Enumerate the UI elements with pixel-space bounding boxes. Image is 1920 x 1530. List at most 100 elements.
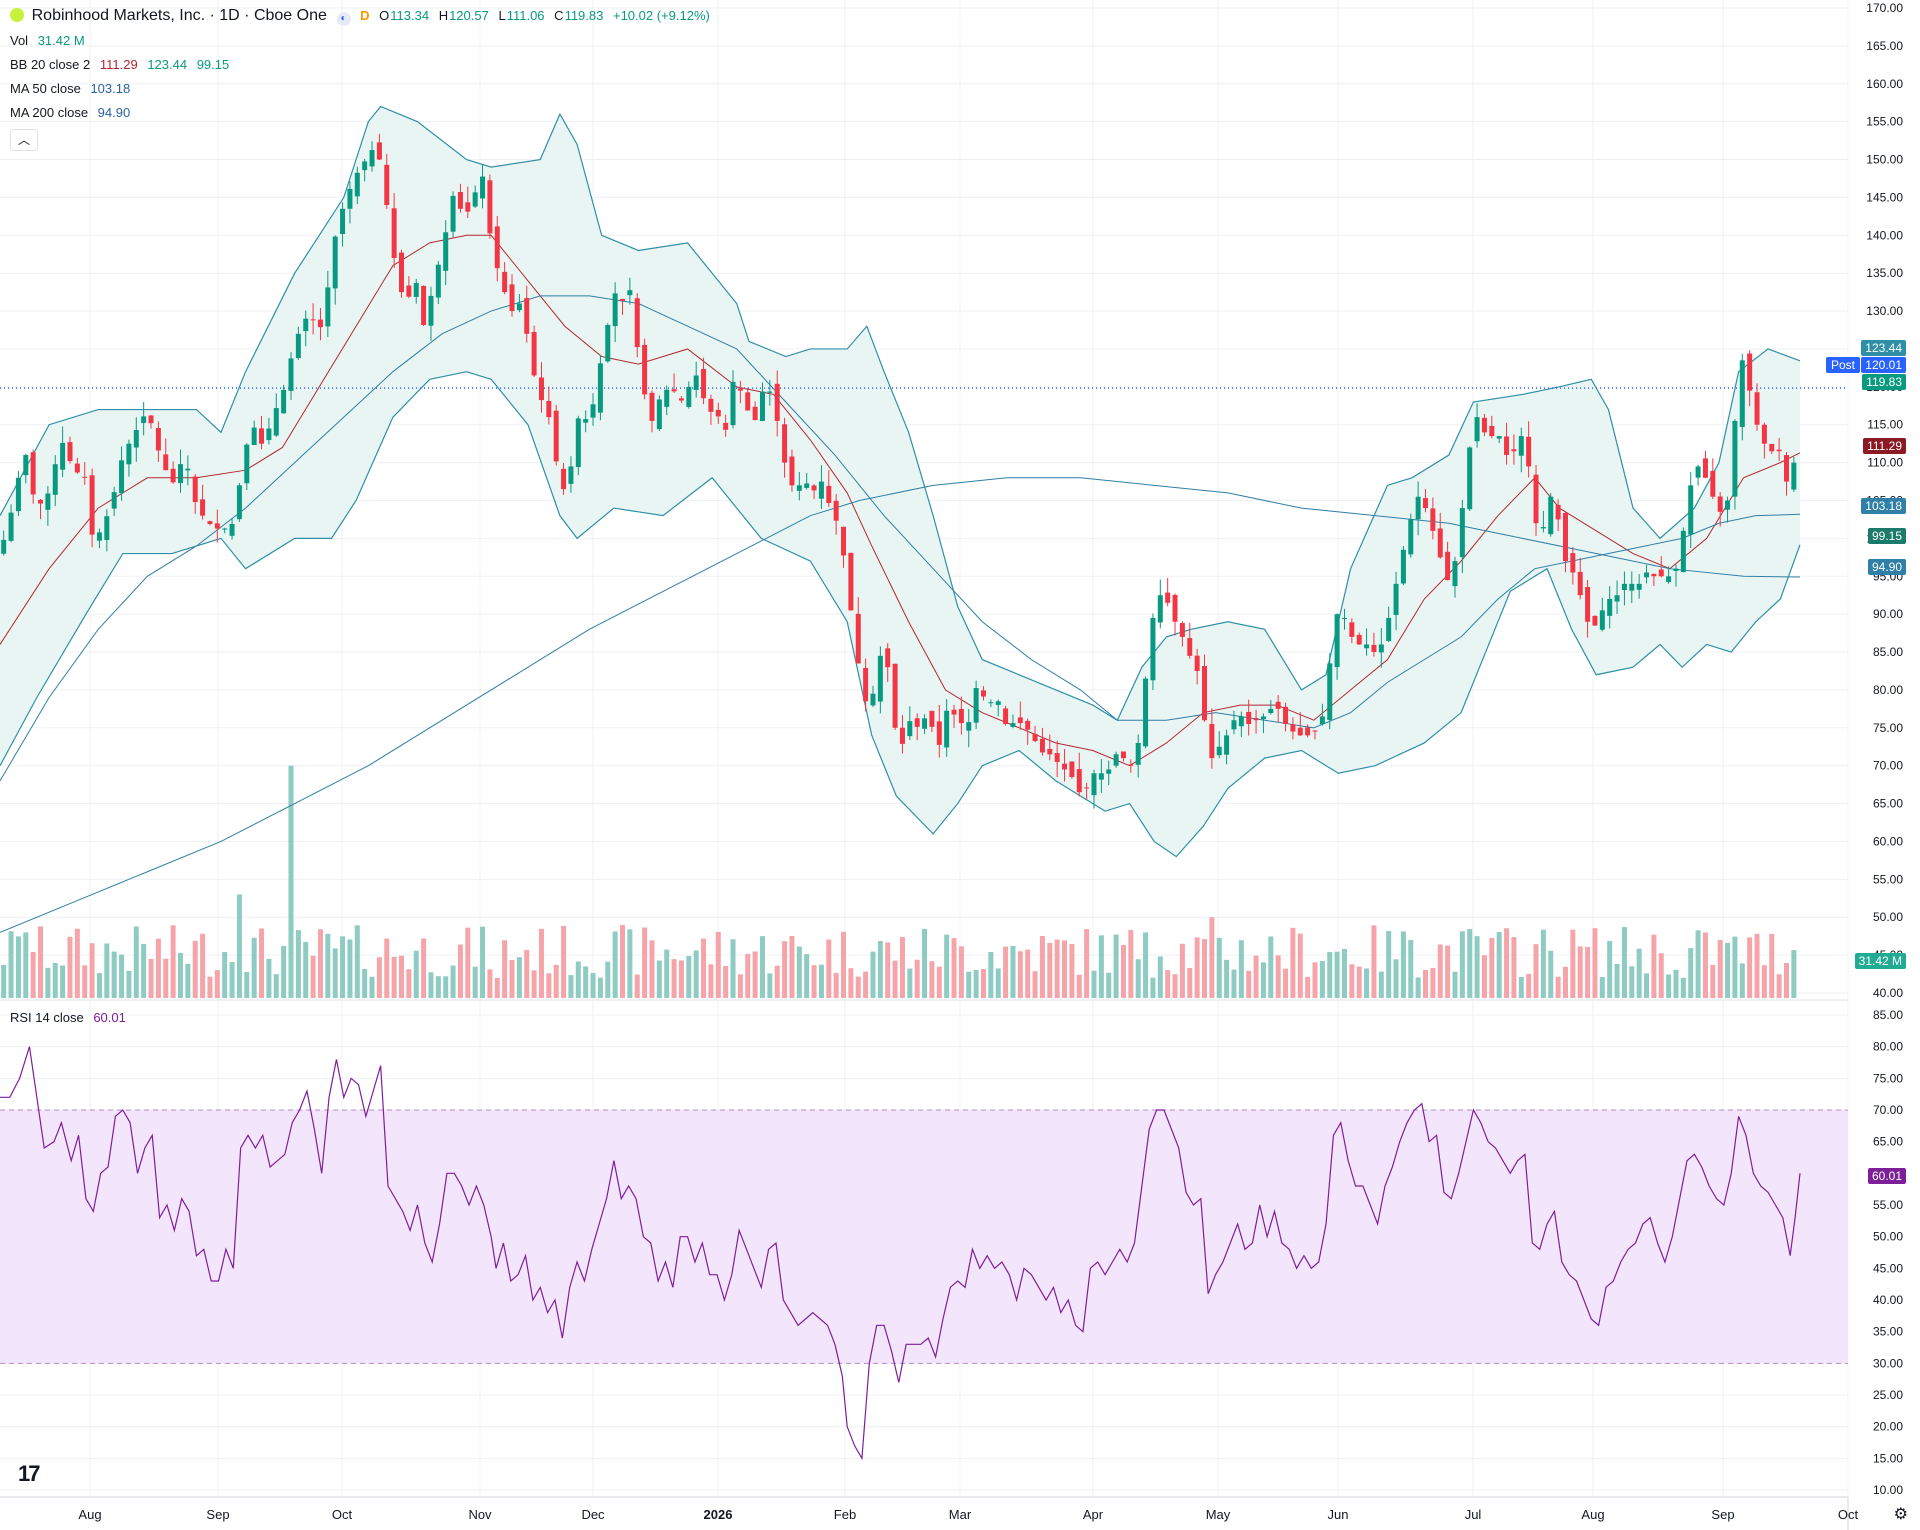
volume-bar	[133, 926, 139, 998]
candle-body	[1725, 500, 1731, 510]
volume-bar	[1695, 930, 1701, 998]
tradingview-logo[interactable]: 17	[18, 1461, 41, 1486]
candle-body	[1607, 599, 1613, 616]
symbol-title[interactable]: Robinhood Markets, Inc. · 1D · Cboe One	[31, 7, 327, 24]
price-tick-label: 145.00	[1866, 190, 1903, 204]
candle-body	[155, 427, 161, 451]
ma50-line	[0, 295, 1801, 782]
volume-bar	[8, 931, 14, 998]
candle-body	[1400, 549, 1406, 584]
gear-icon[interactable]: ⚙	[1893, 1506, 1908, 1523]
ma50-value: 103.18	[90, 81, 131, 96]
volume-bar	[656, 960, 662, 998]
volume-bar	[833, 972, 839, 998]
price-tick-label: 85.00	[1873, 645, 1903, 659]
volume-bar	[664, 949, 670, 998]
time-tick-label: Mar	[949, 1507, 972, 1522]
candle-body	[642, 344, 648, 395]
volume-bar	[1437, 944, 1443, 998]
candle-body	[538, 377, 544, 401]
candle-body	[200, 499, 206, 516]
volume-bar	[472, 966, 478, 998]
collapse-legend-button[interactable]: ︿	[10, 129, 38, 151]
volume-bar	[155, 938, 161, 998]
candle-body	[1680, 530, 1686, 573]
volume-bar	[693, 950, 699, 998]
legend-main: Robinhood Markets, Inc. · 1D · Cboe One …	[10, 8, 716, 26]
candle-body	[818, 481, 824, 499]
volume-bar	[752, 951, 758, 998]
candle-body	[450, 195, 456, 232]
legend-rsi[interactable]: RSI 14 close 60.01	[10, 1010, 132, 1026]
vol-value: 31.42 M	[37, 33, 85, 48]
volume-bar	[45, 967, 51, 998]
candle-body	[730, 381, 736, 426]
rsi-tick-label: 70.00	[1873, 1103, 1903, 1117]
candle-body	[1710, 470, 1716, 497]
volume-bar	[376, 957, 382, 998]
candle-body	[1636, 583, 1642, 590]
legend-ma50[interactable]: MA 50 close 103.18	[10, 81, 136, 97]
candle-body	[1305, 727, 1311, 736]
volume-bar	[1452, 971, 1458, 998]
candle-body	[1629, 583, 1635, 591]
candle-body	[1430, 508, 1436, 531]
volume-bar	[1246, 970, 1252, 998]
volume-bar	[1202, 939, 1208, 998]
ohlc-open: 113.34	[390, 8, 430, 23]
candle-body	[951, 709, 957, 715]
candle-body	[376, 142, 382, 160]
candle-body	[664, 389, 670, 407]
volume-bar	[818, 964, 824, 998]
candle-body	[1003, 708, 1009, 725]
volume-bar	[988, 951, 994, 998]
price-tick-label: 170.00	[1866, 1, 1903, 15]
time-tick-label: Feb	[834, 1507, 856, 1522]
volume-bar	[1047, 942, 1053, 998]
time-tick-label: 2026	[704, 1507, 733, 1522]
candle-body	[796, 485, 802, 491]
candle-body	[715, 409, 721, 417]
price-tick-label: 115.00	[1867, 418, 1903, 432]
volume-bar	[1120, 944, 1126, 998]
candle-body	[1165, 592, 1171, 603]
volume-bar	[1224, 959, 1230, 998]
candle-body	[222, 528, 228, 530]
volume-bar	[848, 968, 854, 998]
volume-bar	[914, 959, 920, 998]
volume-bar	[502, 940, 508, 998]
volume-bar	[480, 926, 486, 998]
candle-body	[774, 383, 780, 421]
time-tick-label: Apr	[1083, 1507, 1104, 1522]
volume-bar	[1592, 928, 1598, 998]
candle-body	[170, 468, 176, 483]
candle-body	[1511, 449, 1517, 452]
candle-body	[406, 285, 412, 297]
volume-bar	[1430, 967, 1436, 998]
volume-bar	[951, 938, 957, 998]
volume-bar	[104, 943, 110, 998]
volume-bar	[1599, 977, 1605, 998]
candle-body	[649, 392, 655, 421]
candle-body	[958, 708, 964, 724]
volume-bar	[774, 965, 780, 998]
legend-ma200[interactable]: MA 200 close 94.90	[10, 105, 136, 121]
volume-bar	[730, 939, 736, 998]
candle-body	[1452, 561, 1458, 587]
candle-body	[1010, 723, 1016, 727]
candle-body	[1017, 717, 1023, 724]
legend-vol[interactable]: Vol 31.42 M	[10, 33, 91, 49]
ohlc-high: 120.57	[449, 8, 489, 23]
candle-body	[995, 701, 1001, 705]
volume-bar	[1032, 971, 1038, 998]
candle-body	[885, 648, 891, 668]
price-tick-label: 80.00	[1873, 683, 1903, 697]
rsi-tick-label: 80.00	[1873, 1040, 1903, 1054]
candle-body	[1179, 623, 1185, 637]
candle-body	[273, 408, 279, 436]
volume-bar	[1644, 973, 1650, 998]
candle-body	[1459, 508, 1465, 558]
volume-bar	[1393, 959, 1399, 998]
legend-bb[interactable]: BB 20 close 2 111.29 123.44 99.15	[10, 57, 235, 73]
